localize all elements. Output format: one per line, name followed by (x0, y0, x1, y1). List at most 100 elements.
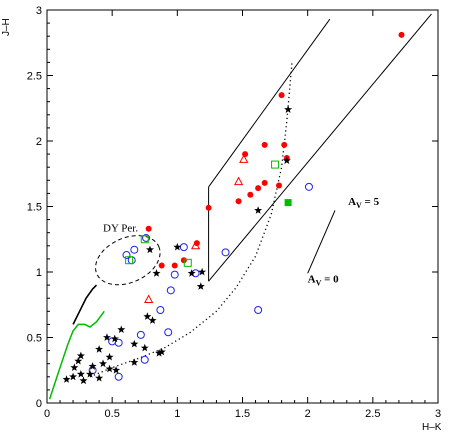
star-point (99, 359, 107, 368)
filled-circle-point (278, 92, 285, 99)
star-point (76, 370, 85, 378)
star-point (148, 316, 157, 324)
filled-circle-point (275, 182, 282, 189)
x-tick-label: 0.5 (105, 408, 120, 420)
open-circle-point (127, 256, 136, 265)
star-point (70, 363, 79, 371)
star-point (105, 364, 114, 373)
filled-circle-point (261, 141, 268, 148)
dy-per-ellipse (95, 235, 161, 286)
filled-circle-point (247, 191, 254, 198)
star-point (95, 373, 104, 382)
star-point (74, 356, 83, 365)
star-point (79, 376, 88, 385)
series-line (48, 310, 105, 400)
x-tick-label: 2 (305, 408, 311, 420)
plot-frame (46, 9, 439, 404)
star-point (95, 345, 104, 353)
star-point (105, 352, 114, 361)
star-point (69, 372, 78, 381)
star-point (187, 269, 196, 277)
filled-circle-point (261, 179, 268, 186)
y-tick-label: 1 (36, 267, 42, 279)
open-circle-point (114, 338, 123, 347)
annotation-label: AV = 5 (348, 196, 380, 210)
star-point (86, 370, 94, 378)
star-point (196, 282, 205, 290)
star-point (130, 358, 139, 366)
series-line (208, 18, 331, 188)
star-point (112, 366, 121, 374)
open-circle-point (140, 355, 149, 364)
star-point (88, 362, 97, 370)
y-tick-label: 0.5 (27, 333, 42, 345)
open-triangle-point (144, 294, 154, 304)
filled-circle-point (205, 204, 212, 211)
star-point (284, 105, 293, 113)
star-point (146, 245, 154, 254)
y-tick-label: 1.5 (27, 202, 42, 214)
x-tick-label: 3 (435, 408, 441, 420)
open-circle-point (254, 305, 263, 314)
series-line (72, 284, 98, 325)
open-square-point (183, 258, 192, 267)
open-triangle-point (190, 240, 201, 250)
x-axis-label: H–K (422, 422, 442, 433)
filled-square-point (284, 199, 292, 207)
x-tick-label: 1.5 (235, 408, 250, 420)
star-point (143, 312, 152, 320)
open-circle-point (114, 372, 123, 381)
open-circle-point (304, 182, 313, 191)
open-circle-point (221, 248, 230, 257)
open-square-point (140, 235, 149, 244)
x-tick-label: 0 (44, 408, 50, 420)
star-point (130, 339, 139, 348)
open-triangle-point (239, 154, 249, 163)
annotation-label: AV = 0 (308, 273, 340, 287)
x-tick-label: 1 (174, 408, 180, 420)
axis-ticks: 0 0.5 1 1.5 2 2.5 3 0 0.5 1 1.5 2 2.5 3 (27, 5, 441, 420)
star-point (103, 333, 111, 341)
y-tick-label: 2 (36, 136, 42, 148)
open-square-point (271, 160, 280, 169)
data-markers (62, 31, 405, 385)
open-circle-point (130, 245, 139, 254)
star-point (155, 349, 164, 357)
star-point (62, 375, 71, 383)
open-circle-point (142, 233, 151, 242)
filled-circle-point (158, 262, 165, 269)
star-point (76, 351, 85, 360)
star-point (254, 206, 263, 214)
star-point (110, 334, 119, 343)
star-point (157, 347, 166, 356)
filled-circle-point (281, 141, 288, 148)
open-circle-point (136, 330, 145, 339)
series-line (307, 210, 336, 274)
star-point (152, 269, 161, 277)
open-square-point (125, 256, 134, 265)
series-line (208, 13, 432, 282)
filled-circle-point (235, 198, 242, 205)
filled-circle-point (145, 225, 152, 232)
open-circle-point (122, 250, 131, 259)
y-tick-label: 3 (36, 5, 42, 17)
y-tick-label: 2.5 (27, 71, 42, 83)
star-point (140, 343, 149, 352)
open-circle-point (170, 270, 179, 279)
annotation-label: DY Per. (103, 222, 138, 234)
star-point (173, 242, 182, 251)
star-point (117, 325, 126, 333)
star-point (282, 156, 291, 164)
filled-circle-point (255, 185, 262, 192)
filled-circle-point (171, 262, 178, 269)
y-axis-label: J–H (1, 18, 12, 36)
annotations: DY Per. AV = 5 AV = 0 (103, 196, 380, 287)
open-circle-point (164, 328, 173, 337)
star-point (198, 267, 207, 276)
open-circle-point (179, 243, 188, 252)
open-circle-point (156, 305, 165, 314)
open-triangle-point (233, 176, 244, 186)
x-tick-label: 2.5 (365, 408, 380, 420)
y-tick-label: 0 (36, 398, 42, 410)
